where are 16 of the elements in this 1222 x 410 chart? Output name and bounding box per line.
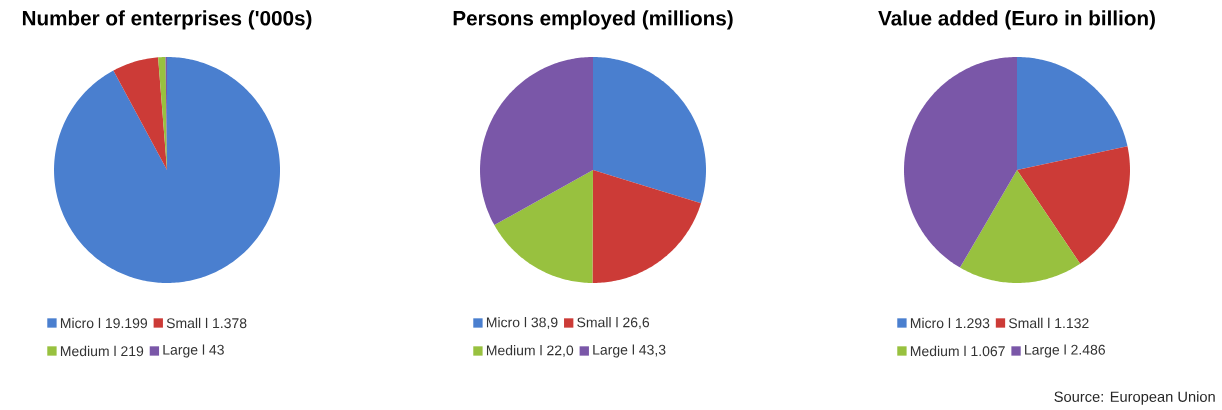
legend-label: Medium l 22,0 — [486, 345, 574, 357]
chart-title: Persons employed (millions) — [453, 10, 733, 30]
legend-label: Small l 1.378 — [166, 317, 247, 329]
source-note: Source: European Union — [1054, 391, 1215, 405]
legend-label: Large l 43,3 — [593, 344, 666, 358]
legend-label: Micro l 1.293 — [910, 317, 990, 329]
chart-title: Number of enterprises ('000s) — [22, 10, 312, 30]
legend-label: Micro l 38,9 — [486, 317, 558, 329]
legend-label: Small l 1.132 — [1008, 317, 1089, 329]
legend-label: Large l 43 — [163, 344, 224, 358]
legend-label: Medium l 1.067 — [910, 345, 1005, 357]
legend-label: Medium l 219 — [60, 345, 144, 357]
chart-title: Value added (Euro in billion) — [878, 10, 1155, 30]
legend-label: Small l 26,6 — [577, 317, 650, 329]
legend-label: Large l 2.486 — [1025, 344, 1105, 358]
legend-label: Micro l 19.199 — [60, 317, 148, 329]
